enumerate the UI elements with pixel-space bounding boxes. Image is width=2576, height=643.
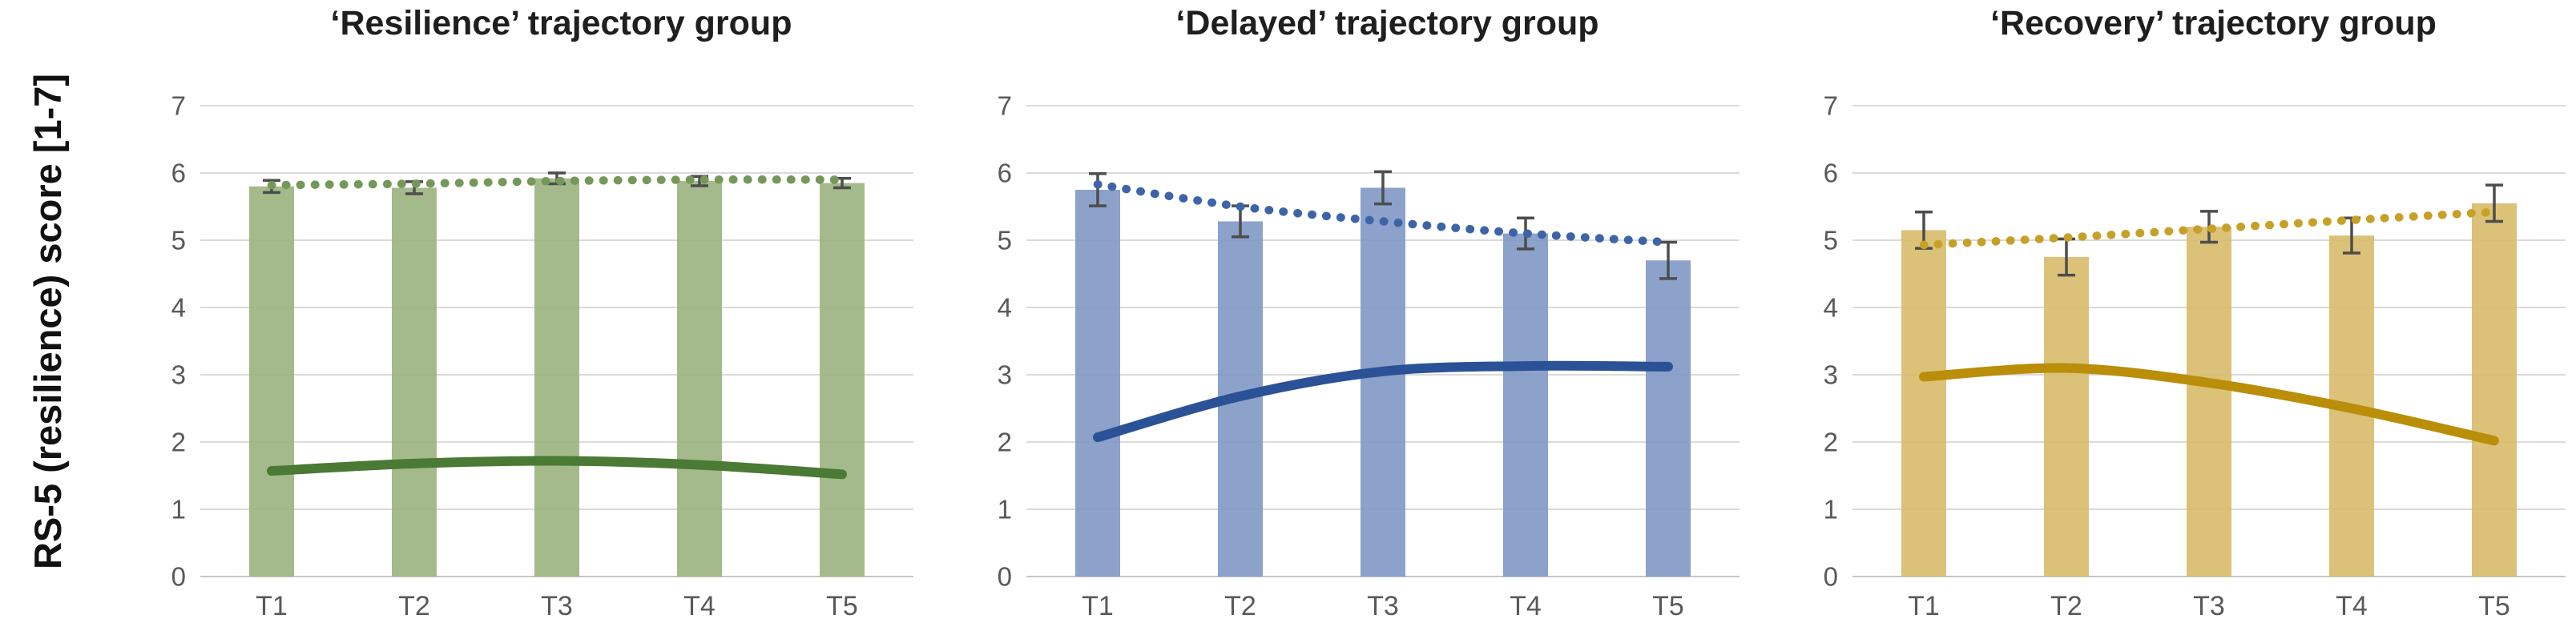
x-tick-label: T2 <box>2050 591 2082 621</box>
x-tick-label: T2 <box>1224 591 1256 621</box>
chart-resilience: 0 1 2 3 4 5 6 7 T1 T2 T3 T4 T5 <box>171 91 913 621</box>
y-tick-label: 6 <box>998 159 1012 188</box>
bar <box>2187 227 2231 577</box>
chart-recovery: 0 1 2 3 4 5 6 7 T1 T2 T3 T4 T5 <box>1824 91 2566 621</box>
y-tick-label: 2 <box>998 428 1012 457</box>
y-tick-label: 2 <box>171 428 186 457</box>
x-tick-label: T2 <box>398 591 430 621</box>
y-tick-label: 4 <box>171 293 186 323</box>
error-bar <box>2485 183 2503 223</box>
error-bar <box>1659 240 1677 280</box>
panel-title: ‘Resilience’ trajectory group <box>330 4 792 42</box>
x-tick-label: T1 <box>1082 591 1114 621</box>
x-tick-label: T5 <box>2478 591 2510 621</box>
panel-delayed: ‘Delayed’ trajectory group 0 1 2 3 4 5 6 7 T1 T2 T… <box>922 0 1748 643</box>
error-bar <box>1089 172 1107 207</box>
y-tick-label: 2 <box>1824 428 1838 457</box>
y-tick-label: 1 <box>1824 495 1838 524</box>
chart-delayed: 0 1 2 3 4 5 6 7 T1 T2 T3 T4 T5 <box>998 91 1740 621</box>
solid-trajectory-line <box>1093 360 1673 443</box>
bar <box>1075 190 1120 577</box>
bar <box>534 178 579 577</box>
x-tick-label: T4 <box>2336 591 2368 621</box>
bar <box>1361 187 1405 577</box>
bar <box>249 186 294 577</box>
x-tick-label: T5 <box>826 591 858 621</box>
y-tick-label: 7 <box>171 91 186 121</box>
y-tick-label: 1 <box>171 495 186 524</box>
x-tick-label: T3 <box>541 591 573 621</box>
x-tick-label: T3 <box>1367 591 1399 621</box>
dotted-trend-line <box>1093 180 1673 247</box>
error-bar <box>1374 170 1392 206</box>
y-tick-label: 3 <box>998 360 1012 390</box>
x-tick-label: T1 <box>1908 591 1940 621</box>
bar <box>677 181 722 577</box>
y-tick-label: 5 <box>171 226 186 255</box>
y-tick-label: 3 <box>1824 360 1838 390</box>
y-tick-label: 6 <box>1824 159 1838 188</box>
y-tick-label: 0 <box>1824 562 1838 592</box>
solid-trajectory-line <box>1919 363 2499 446</box>
bar <box>392 187 437 577</box>
y-tick-label: 1 <box>998 495 1012 524</box>
y-tick-label: 5 <box>998 226 1012 255</box>
y-tick-label: 7 <box>998 91 1012 121</box>
y-tick-label: 6 <box>171 159 186 188</box>
panel-recovery: ‘Recovery’ trajectory group 0 1 2 3 4 5 6 7 T1 T2… <box>1748 0 2574 643</box>
bar <box>820 183 865 577</box>
y-tick-label: 4 <box>1824 293 1838 323</box>
panel-title: ‘Recovery’ trajectory group <box>1990 4 2437 42</box>
panel-title: ‘Delayed’ trajectory group <box>1175 4 1599 42</box>
y-tick-label: 4 <box>998 293 1012 323</box>
x-tick-label: T1 <box>256 591 288 621</box>
y-tick-label: 3 <box>171 360 186 390</box>
y-axis-title: RS-5 (resilience) score [1-7] <box>26 73 70 570</box>
bar <box>2472 203 2517 577</box>
bar <box>1646 260 1691 577</box>
panel-resilience: ‘Resilience’ trajectory group 0 1 2 3 4 5 6 7 T1… <box>96 0 922 643</box>
bar <box>2044 257 2089 577</box>
y-tick-label: 7 <box>1824 91 1838 121</box>
y-tick-label: 5 <box>1824 226 1838 255</box>
bar <box>1503 233 1548 577</box>
y-tick-label: 0 <box>171 562 186 592</box>
dotted-trend-line <box>1919 207 2499 250</box>
solid-trajectory-line <box>267 456 847 480</box>
dotted-trend-line <box>267 175 847 190</box>
x-tick-label: T5 <box>1652 591 1684 621</box>
x-tick-label: T4 <box>683 591 716 621</box>
bar <box>1901 230 1946 577</box>
y-tick-label: 0 <box>998 562 1012 592</box>
x-tick-label: T4 <box>1510 591 1542 621</box>
x-tick-label: T3 <box>2193 591 2225 621</box>
y-axis-title-column: RS-5 (resilience) score [1-7] <box>0 0 96 643</box>
